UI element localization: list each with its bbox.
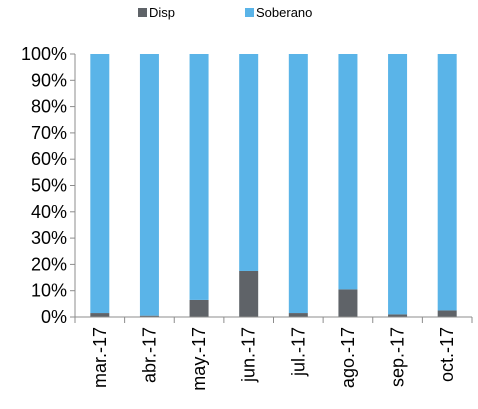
x-tick-label: ago.-17 [338,327,358,388]
bar-soberano-ago.-17 [338,54,358,290]
bar-disp-ago.-17 [338,289,358,317]
bar-disp-may.-17 [189,299,209,317]
x-axis: mar.-17 abr.-17 may.-17 jun.-17 jul.-17 ago.-… [74,316,473,391]
bar-soberano-mar.-17 [90,54,110,314]
x-tick-label: abr.-17 [139,327,159,383]
bar-soberano-may.-17 [189,54,209,300]
legend-swatch-disp [138,8,147,17]
bar-disp-oct.-17 [437,310,457,317]
bar-soberano-oct.-17 [437,54,457,311]
y-tick-label: 50% [31,176,67,196]
y-tick-label: 100% [21,44,67,64]
y-tick-label: 70% [31,123,67,143]
legend-swatch-soberano [245,8,254,17]
y-tick-label: 90% [31,70,67,90]
x-tick-label: oct.-17 [437,327,457,382]
legend: Disp Soberano [138,5,312,20]
bar-disp-jul.-17 [288,313,308,317]
legend-label-disp: Disp [149,5,175,20]
bar-soberano-sep.-17 [388,54,408,315]
bar-soberano-jun.-17 [239,54,259,271]
x-tick-label: sep.-17 [388,327,408,387]
x-tick-label: mar.-17 [90,327,110,388]
y-tick-label: 30% [31,228,67,248]
bar-disp-mar.-17 [90,313,110,317]
y-tick-label: 20% [31,254,67,274]
y-axis: 0% 10% 20% 30% 40% 50% 60% 70% 80% 90% 100% [21,44,76,327]
y-tick-label: 80% [31,97,67,117]
legend-label-soberano: Soberano [256,5,312,20]
bar-disp-sep.-17 [388,314,408,317]
x-tick-label: jun.-17 [239,327,259,383]
bar-soberano-abr.-17 [139,54,159,316]
x-tick-label: jul.-17 [288,327,308,377]
bar-soberano-jul.-17 [288,54,308,314]
y-tick-label: 0% [41,307,67,327]
x-tick-label: may.-17 [189,327,209,391]
bars [90,54,457,317]
y-tick-label: 10% [31,281,67,301]
bar-disp-abr.-17 [139,315,159,317]
bar-disp-jun.-17 [239,270,259,317]
y-tick-label: 60% [31,149,67,169]
y-tick-label: 40% [31,202,67,222]
